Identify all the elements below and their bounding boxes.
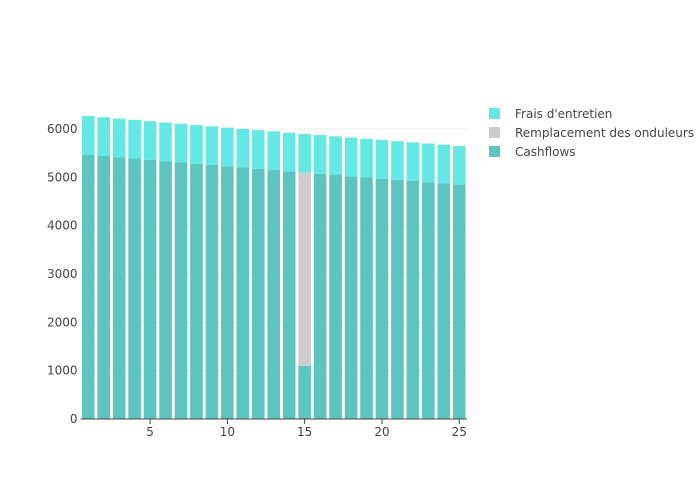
y-tick-label: 2000 (47, 315, 78, 329)
bar-cashflows (81, 154, 95, 419)
legend-label: Frais d'entretien (515, 107, 612, 121)
x-tick-label: 15 (297, 425, 312, 439)
bar-cashflows (344, 176, 358, 419)
bar-frais-d-entretien (360, 138, 373, 178)
bar-frais-d-entretien (174, 123, 188, 163)
y-tick-label: 5000 (47, 170, 78, 184)
bar-cashflows (174, 162, 188, 420)
bar-cashflows (329, 175, 342, 419)
bar-cashflows (437, 183, 451, 419)
bars (81, 115, 466, 420)
bar-frais-d-entretien (452, 145, 466, 185)
bar-frais-d-entretien (143, 121, 157, 160)
bar-frais-d-entretien (81, 115, 95, 155)
x-tick-label: 25 (452, 425, 467, 439)
legend-swatch (489, 127, 500, 138)
legend-label: Cashflows (515, 145, 576, 159)
bar-cashflows (391, 179, 404, 419)
bar-cashflows (128, 158, 141, 419)
bar-frais-d-entretien (236, 128, 250, 168)
bar-frais-d-entretien (112, 118, 126, 158)
bar-frais-d-entretien (391, 141, 404, 180)
y-tick-label: 4000 (47, 219, 78, 233)
bar-frais-d-entretien (437, 144, 451, 184)
bar-cashflows (422, 182, 435, 419)
bar-cashflows (221, 166, 234, 419)
bar-cashflows (375, 178, 389, 419)
bar-frais-d-entretien (128, 119, 141, 159)
bar-frais-d-entretien (344, 137, 358, 177)
bar-cashflows (406, 181, 420, 419)
bar-cashflows (282, 171, 296, 419)
bar-frais-d-entretien (313, 135, 327, 174)
bar-cashflows (298, 365, 311, 419)
bar-frais-d-entretien (406, 142, 420, 182)
bar-cashflows (267, 170, 281, 419)
bar-cashflows (112, 157, 126, 419)
legend-swatch (489, 108, 500, 119)
bar-frais-d-entretien (375, 139, 389, 179)
bar-frais-d-entretien (251, 130, 265, 169)
bar-cashflows (236, 167, 250, 419)
x-tick-label: 20 (374, 425, 389, 439)
bar-cashflows (205, 165, 219, 419)
bar-cashflows (452, 184, 466, 419)
bar-frais-d-entretien (298, 133, 311, 173)
x-tick-label: 10 (220, 425, 235, 439)
bar-frais-d-entretien (422, 143, 435, 183)
bar-cashflows (313, 173, 327, 419)
bar-cashflows (159, 161, 172, 419)
bar-cashflows (251, 168, 265, 419)
bar-frais-d-entretien (190, 125, 203, 164)
legend-swatch (489, 146, 500, 157)
bar-frais-d-entretien (159, 122, 172, 162)
axes: 0 1000 2000 3000 4000 5000 6000 5 10 15 20 25 (47, 122, 467, 439)
y-tick-label: 3000 (47, 267, 78, 281)
legend: Frais d'entretien Remplacement des ondule… (489, 107, 694, 159)
bar-frais-d-entretien (97, 117, 110, 156)
y-tick-label: 0 (70, 412, 78, 426)
bar-cashflows (190, 163, 203, 419)
bar-remplacement-des-onduleurs (298, 172, 311, 366)
bar-frais-d-entretien (221, 127, 234, 167)
bar-frais-d-entretien (282, 132, 296, 172)
y-tick-label: 1000 (47, 364, 78, 378)
bar-cashflows (97, 155, 110, 419)
bar-frais-d-entretien (267, 131, 281, 171)
y-tick-label: 6000 (47, 122, 78, 136)
x-tick-label: 5 (146, 425, 154, 439)
bar-cashflows (360, 177, 373, 419)
legend-label: Remplacement des onduleurs (515, 126, 694, 140)
bar-cashflows (143, 159, 157, 419)
bar-frais-d-entretien (205, 126, 219, 166)
bar-frais-d-entretien (329, 136, 342, 176)
